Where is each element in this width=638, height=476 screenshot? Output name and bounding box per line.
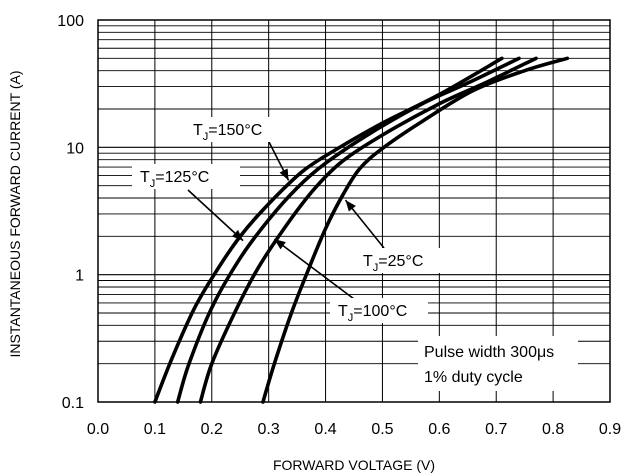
x-tick-label: 0.9 [599,421,621,438]
x-tick-label: 0.1 [144,421,166,438]
x-tick-label: 0.8 [542,421,564,438]
series-label-0: TJ=150°C [193,122,262,143]
callout-label-background [185,117,293,142]
x-tick-label: 0.5 [371,421,393,438]
x-tick-label: 0.4 [314,421,336,438]
x-tick-label: 0.7 [485,421,507,438]
series-line-3 [261,56,570,404]
y-tick-label: 10 [66,140,84,157]
y-tick-label: 0.1 [62,395,84,412]
callout-arrowhead [345,200,356,212]
plot-area-border [97,19,611,403]
callout-label-background [132,164,240,189]
callout-arrowhead [274,239,286,250]
x-tick-label: 0.0 [87,421,109,438]
pulse-note-line-2: 1% duty cycle [424,369,523,386]
x-tick-label: 0.3 [258,421,280,438]
series-label-1: TJ=125°C [140,169,209,190]
pulse-note-background [418,336,578,391]
y-tick-label: 100 [57,13,84,30]
pulse-note-line-1: Pulse width 300μs [424,344,554,361]
x-tick-label: 0.2 [201,421,223,438]
y-tick-label: 1 [75,268,84,285]
callout-leader-line [187,189,244,242]
x-tick-label: 0.6 [428,421,450,438]
callout-label-background [355,248,451,273]
series-label-3: TJ=25°C [363,253,423,274]
y-axis-title: INSTANTANEOUS FORWARD CURRENT (A) [7,70,23,357]
callout-arrowhead [231,229,244,241]
callout-label-background [330,298,428,323]
curves [153,56,570,404]
series-line-1 [175,56,521,404]
pulse-note: Pulse width 300μs 1% duty cycle [418,336,578,391]
series-line-2 [198,56,538,404]
callout-arrowhead [279,168,289,181]
x-axis-title: FORWARD VOLTAGE (V) [273,457,435,473]
callout-leaders [187,139,385,300]
series-label-2: TJ=100°C [338,303,407,324]
callout-leader-line [273,238,355,300]
callouts: TJ=150°C TJ=125°C TJ=25°C TJ=100°C [132,117,451,324]
